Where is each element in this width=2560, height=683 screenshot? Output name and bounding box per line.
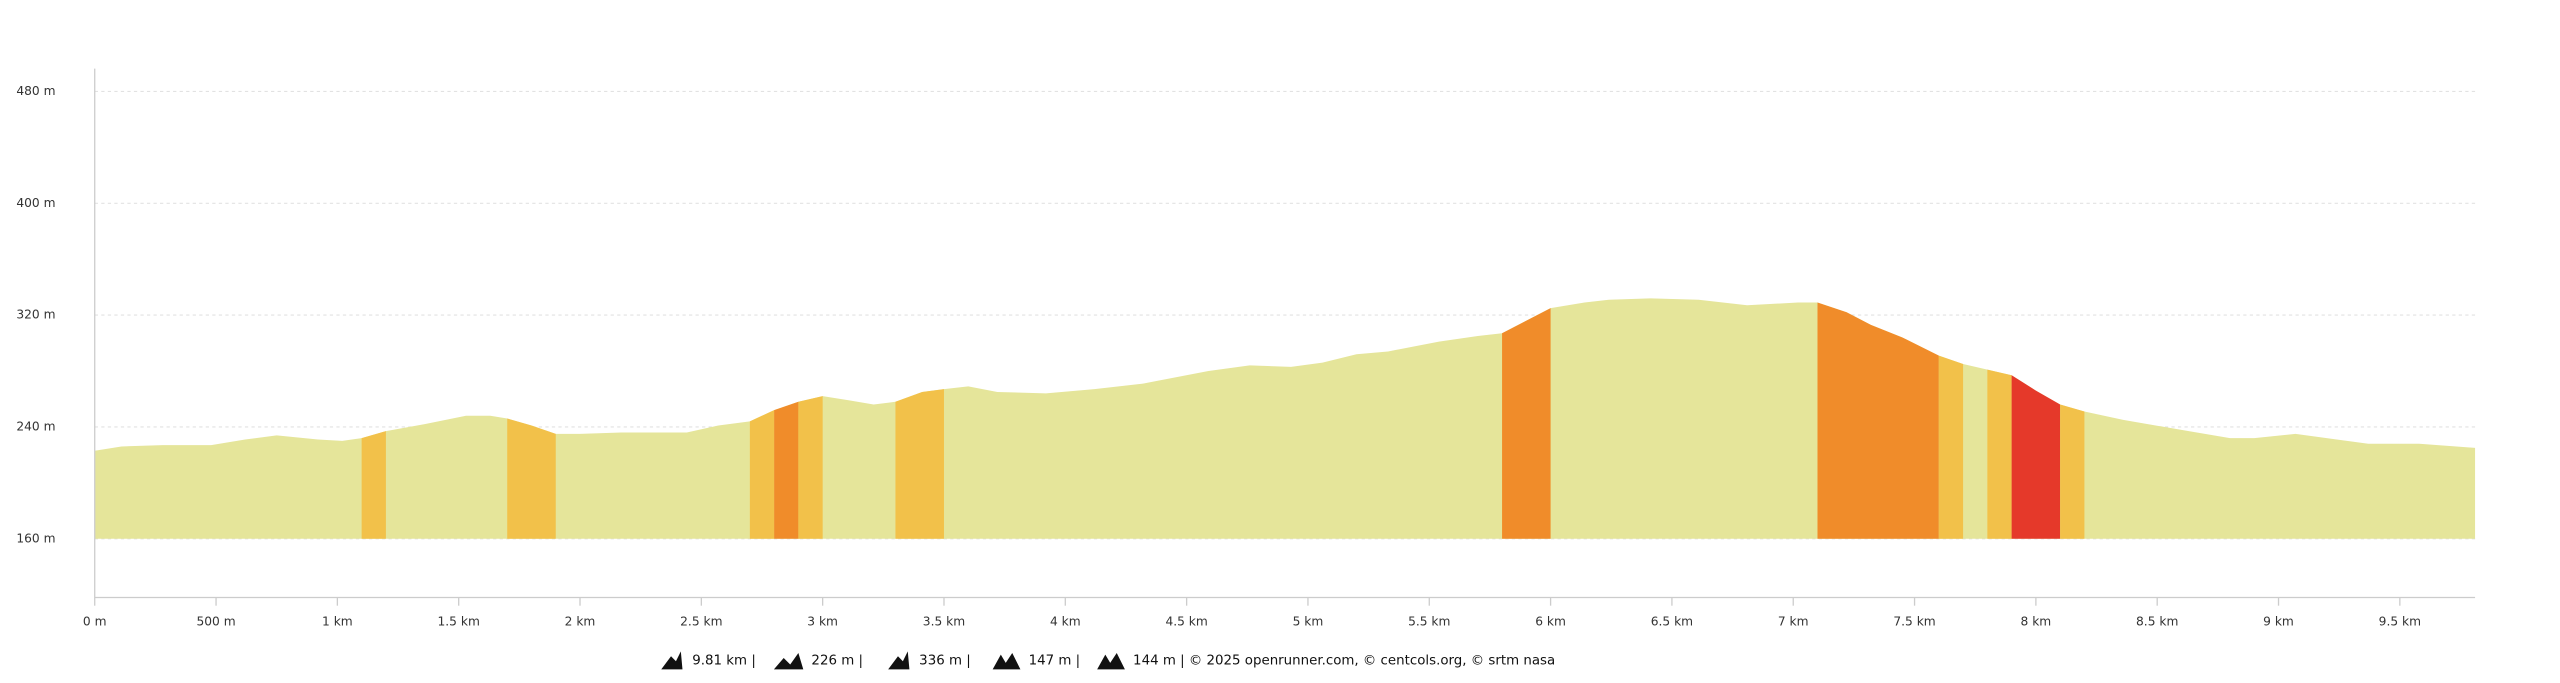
x-tick-label: 5.5 km bbox=[1408, 615, 1450, 629]
x-tick-label: 6.5 km bbox=[1651, 615, 1693, 629]
footer-text: 336 m | bbox=[919, 653, 971, 668]
x-tick-label: 3.5 km bbox=[923, 615, 965, 629]
gradient-segment bbox=[774, 401, 799, 539]
gradient-segment bbox=[1817, 302, 1939, 539]
x-tick-label: 3 km bbox=[807, 615, 838, 629]
x-tick-label: 2 km bbox=[565, 615, 596, 629]
x-tick-label: 0 m bbox=[83, 615, 107, 629]
gradient-segment bbox=[1502, 308, 1551, 539]
x-tick-label: 1.5 km bbox=[438, 615, 480, 629]
gradient-segment bbox=[2011, 375, 2061, 539]
gradient-segment bbox=[507, 418, 556, 539]
x-tick-label: 9.5 km bbox=[2379, 615, 2421, 629]
x-tick-label: 5 km bbox=[1293, 615, 1324, 629]
footer-text: 226 m | bbox=[811, 653, 863, 668]
y-tick-label: 320 m bbox=[16, 308, 55, 322]
x-tick-label: 4 km bbox=[1050, 615, 1081, 629]
y-tick-label: 480 m bbox=[16, 84, 55, 98]
x-tick-label: 4.5 km bbox=[1165, 615, 1207, 629]
footer-text: 9.81 km | bbox=[692, 653, 756, 668]
y-tick-label: 240 m bbox=[16, 419, 55, 433]
gradient-segment bbox=[749, 410, 775, 539]
x-tick-label: 8.5 km bbox=[2136, 615, 2178, 629]
gradient-segment bbox=[1938, 355, 1964, 539]
x-tick-label: 9 km bbox=[2263, 615, 2294, 629]
x-tick-label: 7 km bbox=[1778, 615, 1809, 629]
gradient-segment bbox=[361, 431, 386, 539]
x-tick-label: 6 km bbox=[1535, 615, 1566, 629]
footer-text: 144 m | © 2025 openrunner.com, © centcol… bbox=[1133, 653, 1555, 668]
x-tick-label: 8 km bbox=[2021, 615, 2052, 629]
y-tick-label: 160 m bbox=[16, 531, 55, 545]
x-tick-label: 2.5 km bbox=[680, 615, 722, 629]
gradient-segment bbox=[2060, 404, 2085, 539]
y-tick-label: 400 m bbox=[16, 196, 55, 210]
x-tick-label: 1 km bbox=[322, 615, 353, 629]
gradient-segment bbox=[895, 389, 944, 539]
footer-text: 147 m | bbox=[1029, 653, 1081, 668]
gradient-segment bbox=[798, 396, 823, 539]
x-tick-label: 7.5 km bbox=[1893, 615, 1935, 629]
gradient-segment bbox=[1987, 369, 2012, 539]
elevation-area bbox=[94, 298, 2476, 539]
footer-icons bbox=[661, 651, 1125, 670]
x-tick-label: 500 m bbox=[196, 615, 235, 629]
